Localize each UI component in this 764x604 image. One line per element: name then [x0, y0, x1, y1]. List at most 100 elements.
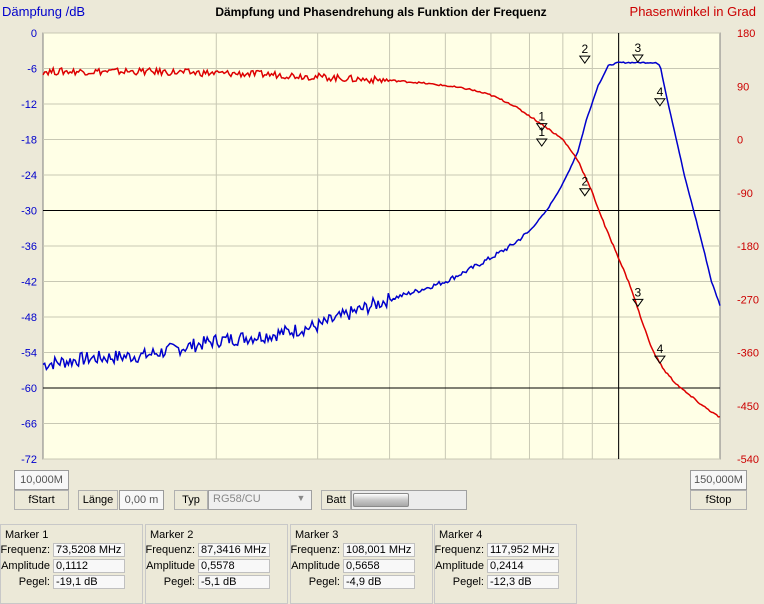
amplitude-label: Amplitude [435, 560, 484, 572]
left-tick-label: -12 [21, 99, 37, 111]
right-tick-label: -450 [737, 401, 759, 413]
left-tick-label: -36 [21, 241, 37, 253]
frequency-value: 108,001 MHz [343, 543, 415, 557]
pegel-value: -19,1 dB [53, 575, 125, 589]
left-tick-label: -72 [21, 454, 37, 466]
right-tick-label: -540 [737, 454, 759, 466]
fstart-button[interactable]: fStart [14, 490, 69, 510]
attenuation-series-line [42, 61, 721, 372]
marker-label: 3 [635, 41, 642, 55]
marker-triangle [631, 298, 644, 308]
amplitude-value: 0,5658 [343, 559, 415, 573]
marker-panel-title: Marker 1 [5, 529, 49, 541]
right-tick-label: -270 [737, 294, 759, 306]
marker-row-amplitude: Amplitude 0,2414 [435, 559, 578, 574]
marker-triangle [653, 98, 666, 107]
marker-row-amplitude: Amplitude 0,1112 [1, 559, 144, 574]
left-tick-label: -60 [21, 383, 37, 395]
marker-label: 3 [635, 285, 642, 299]
chart-title: Dämpfung und Phasendrehung als Funktion … [215, 5, 546, 19]
fstop-input[interactable]: 150,000M [690, 470, 747, 490]
crosshair-lines [43, 33, 720, 459]
right-axis-title: Phasenwinkel in Grad [630, 4, 756, 19]
typ-label: Typ [174, 490, 208, 510]
marker-triangle [631, 54, 644, 63]
frequency-label: Frequenz: [0, 544, 50, 556]
frequency-label: Frequenz: [434, 544, 484, 556]
marker-row-frequency: Frequenz: 73,5208 MHz [0, 543, 144, 558]
marker-row-pegel: Pegel: -4,9 dB [291, 575, 434, 590]
pegel-label: Pegel: [308, 576, 340, 588]
marker-row-frequency: Frequenz: 87,3416 MHz [145, 543, 289, 558]
laenge-label: Länge [78, 490, 118, 510]
pegel-label: Pegel: [452, 576, 484, 588]
fstart-input[interactable]: 10,000M [14, 470, 69, 490]
marker-triangle [578, 188, 591, 197]
marker-row-amplitude: Amplitude 0,5578 [146, 559, 289, 574]
marker-triangle [653, 355, 666, 365]
marker-row-amplitude: Amplitude 0,5658 [291, 559, 434, 574]
amplitude-value: 0,1112 [53, 559, 125, 573]
amplitude-label: Amplitude [1, 560, 50, 572]
amplitude-label: Amplitude [146, 560, 195, 572]
left-tick-label: 0 [31, 28, 37, 40]
phase-series-line [42, 65, 721, 418]
marker-panel-3: Marker 3 Frequenz: 108,001 MHz Amplitude 0,5… [290, 524, 433, 604]
marker-label: 2 [581, 175, 588, 189]
series-layer [42, 61, 721, 418]
marker-row-pegel: Pegel: -12,3 dB [435, 575, 578, 590]
left-axis-title: Dämpfung /dB [2, 4, 85, 19]
marker-label: 4 [657, 342, 664, 356]
right-tick-label: -180 [737, 241, 759, 253]
marker-panel-title: Marker 2 [150, 529, 194, 541]
left-tick-label: -6 [27, 64, 37, 76]
pegel-label: Pegel: [163, 576, 195, 588]
marker-triangle [535, 138, 548, 147]
marker-row-pegel: Pegel: -5,1 dB [146, 575, 289, 590]
marker-row-frequency: Frequenz: 108,001 MHz [290, 543, 434, 558]
marker-layer: 1 2 3 4 1 2 3 4 [535, 41, 666, 365]
chevron-down-icon[interactable]: ▼ [296, 493, 306, 503]
pegel-value: -5,1 dB [198, 575, 270, 589]
amplitude-value: 0,5578 [198, 559, 270, 573]
left-tick-label: -24 [21, 170, 37, 182]
battery-gauge-fill [353, 493, 409, 507]
right-tick-label: 90 [737, 81, 749, 93]
battery-gauge [351, 490, 467, 510]
frequency-value: 87,3416 MHz [198, 543, 270, 557]
frequency-value: 73,5208 MHz [53, 543, 125, 557]
frequency-label: Frequenz: [290, 544, 340, 556]
typ-select-value: RG58/CU [213, 493, 261, 505]
marker-label: 1 [538, 125, 545, 139]
pegel-value: -4,9 dB [343, 575, 415, 589]
batt-label: Batt [321, 490, 351, 510]
pegel-value: -12,3 dB [487, 575, 559, 589]
right-tick-label: 0 [737, 135, 743, 147]
left-tick-label: -42 [21, 277, 37, 289]
right-tick-label: -360 [737, 348, 759, 360]
amplitude-label: Amplitude [291, 560, 340, 572]
marker-panel-title: Marker 4 [439, 529, 483, 541]
laenge-input[interactable]: 0,00 m [119, 490, 164, 510]
control-row: 10,000M 150,000M fStart Länge 0,00 m Typ… [0, 466, 764, 514]
marker-panel-1: Marker 1 Frequenz: 73,5208 MHz Amplitude 0,1… [0, 524, 143, 604]
left-axis-ticks: 0 -6 -12 -18 -24 -30 -36 -42 -48 -54 -60 -66 -72 [21, 28, 37, 466]
marker-panel-2: Marker 2 Frequenz: 87,3416 MHz Amplitude 0,5… [145, 524, 288, 604]
marker-row-frequency: Frequenz: 117,952 MHz [434, 543, 578, 558]
right-tick-label: -90 [737, 188, 753, 200]
marker-panel-4: Marker 4 Frequenz: 117,952 MHz Amplitude 0,2… [434, 524, 577, 604]
marker-label: 1 [538, 110, 545, 124]
left-tick-label: -54 [21, 348, 37, 360]
marker-label: 2 [581, 42, 588, 56]
typ-select[interactable]: RG58/CU ▼ [208, 490, 312, 510]
amplitude-value: 0,2414 [487, 559, 559, 573]
left-tick-label: -30 [21, 206, 37, 218]
left-tick-label: -48 [21, 312, 37, 324]
right-tick-label: 180 [737, 28, 755, 40]
marker-triangle [535, 123, 548, 132]
frequency-response-chart: 1 2 3 4 1 2 3 4 0 -6 -12 -18 -24 -30 -36 -42 -48 -54 -60 -… [2, 4, 760, 466]
marker-triangle [578, 55, 591, 65]
pegel-label: Pegel: [18, 576, 50, 588]
fstop-button[interactable]: fStop [690, 490, 747, 510]
left-tick-label: -18 [21, 135, 37, 147]
